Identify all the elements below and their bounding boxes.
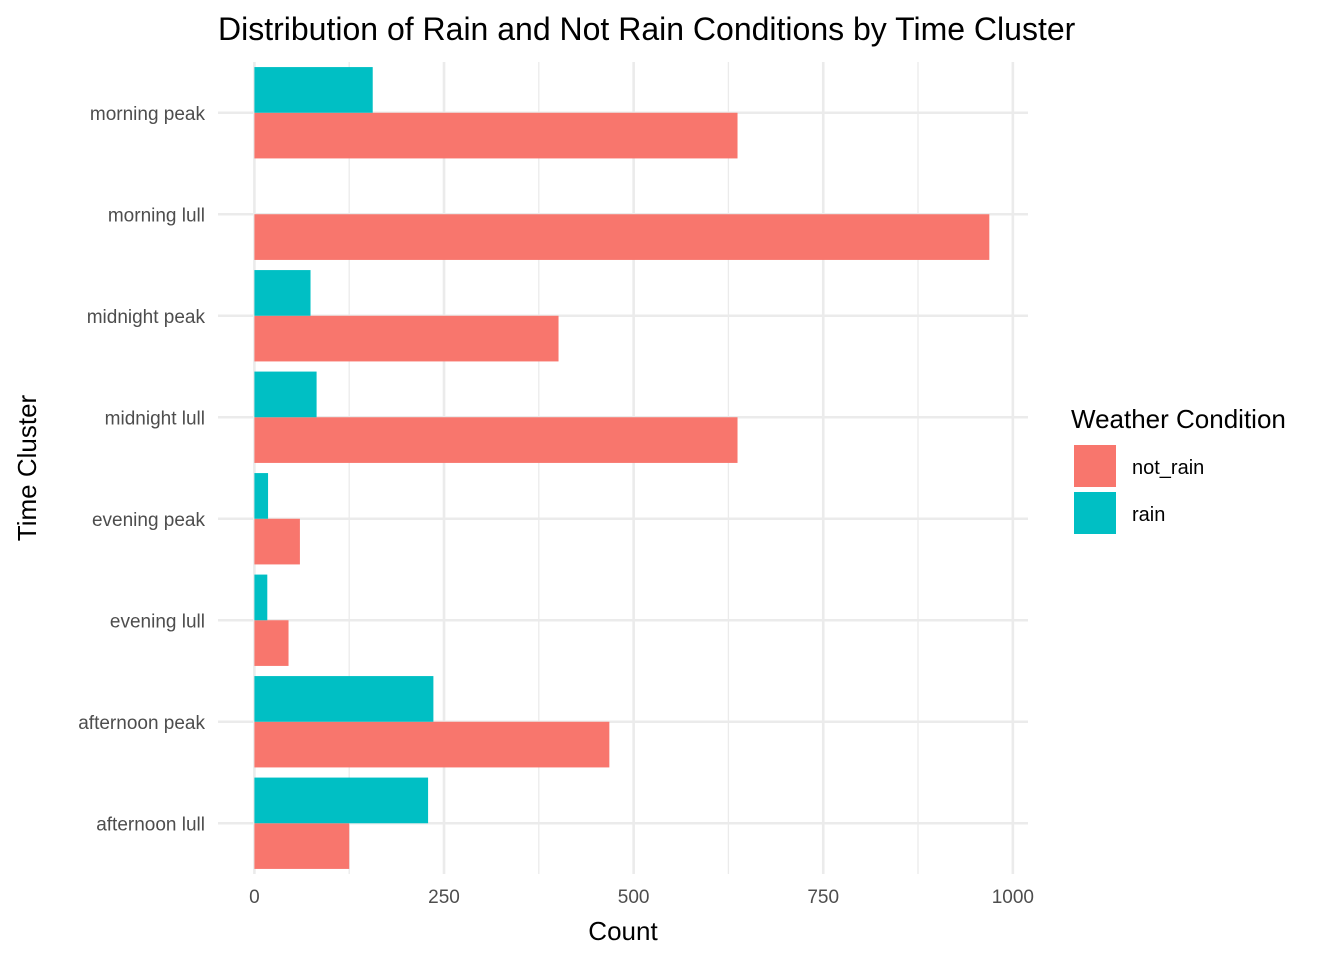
y-axis-tick-labels: afternoon lull afternoon peak evening lull… [78, 104, 205, 836]
bars [254, 67, 990, 869]
x-tick-label: 0 [249, 887, 260, 908]
bar-not-rain [254, 823, 350, 869]
x-tick-label: 750 [807, 887, 839, 908]
y-tick-label: afternoon lull [96, 814, 205, 835]
bar-rain [254, 270, 311, 316]
legend-label: not_rain [1132, 457, 1204, 479]
bar-not-rain [254, 315, 559, 362]
legend-label: rain [1132, 504, 1165, 526]
bar-rain [254, 777, 429, 824]
x-tick-label: 250 [428, 887, 460, 908]
bar-not-rain [254, 518, 300, 565]
bar-rain [254, 676, 434, 722]
x-axis-tick-labels: 0 250 500 750 1000 [249, 887, 1034, 908]
bar-not-rain [254, 620, 289, 666]
y-tick-label: afternoon peak [78, 713, 205, 734]
bar-rain [254, 574, 268, 621]
y-axis-title: Time Cluster [12, 394, 42, 541]
bar-rain [254, 371, 317, 418]
bar-not-rain [254, 721, 610, 768]
y-tick-label: midnight peak [87, 307, 206, 328]
y-tick-label: evening lull [110, 611, 205, 632]
bar-rain [254, 67, 373, 113]
legend-key-rain [1074, 492, 1116, 534]
x-axis-title: Count [588, 916, 658, 946]
bar-rain [254, 473, 269, 519]
bar-not-rain [254, 112, 738, 159]
bar-not-rain [254, 417, 738, 463]
y-tick-label: evening peak [92, 510, 206, 531]
x-tick-label: 1000 [992, 887, 1034, 908]
y-tick-label: morning lull [108, 205, 205, 226]
y-tick-label: midnight lull [105, 408, 205, 429]
chart-title: Distribution of Rain and Not Rain Condit… [218, 11, 1076, 47]
bar-not-rain [254, 214, 990, 260]
x-tick-label: 500 [618, 887, 650, 908]
y-tick-label: morning peak [90, 104, 206, 125]
legend-title: Weather Condition [1071, 404, 1286, 434]
legend-key-not-rain [1074, 445, 1116, 487]
